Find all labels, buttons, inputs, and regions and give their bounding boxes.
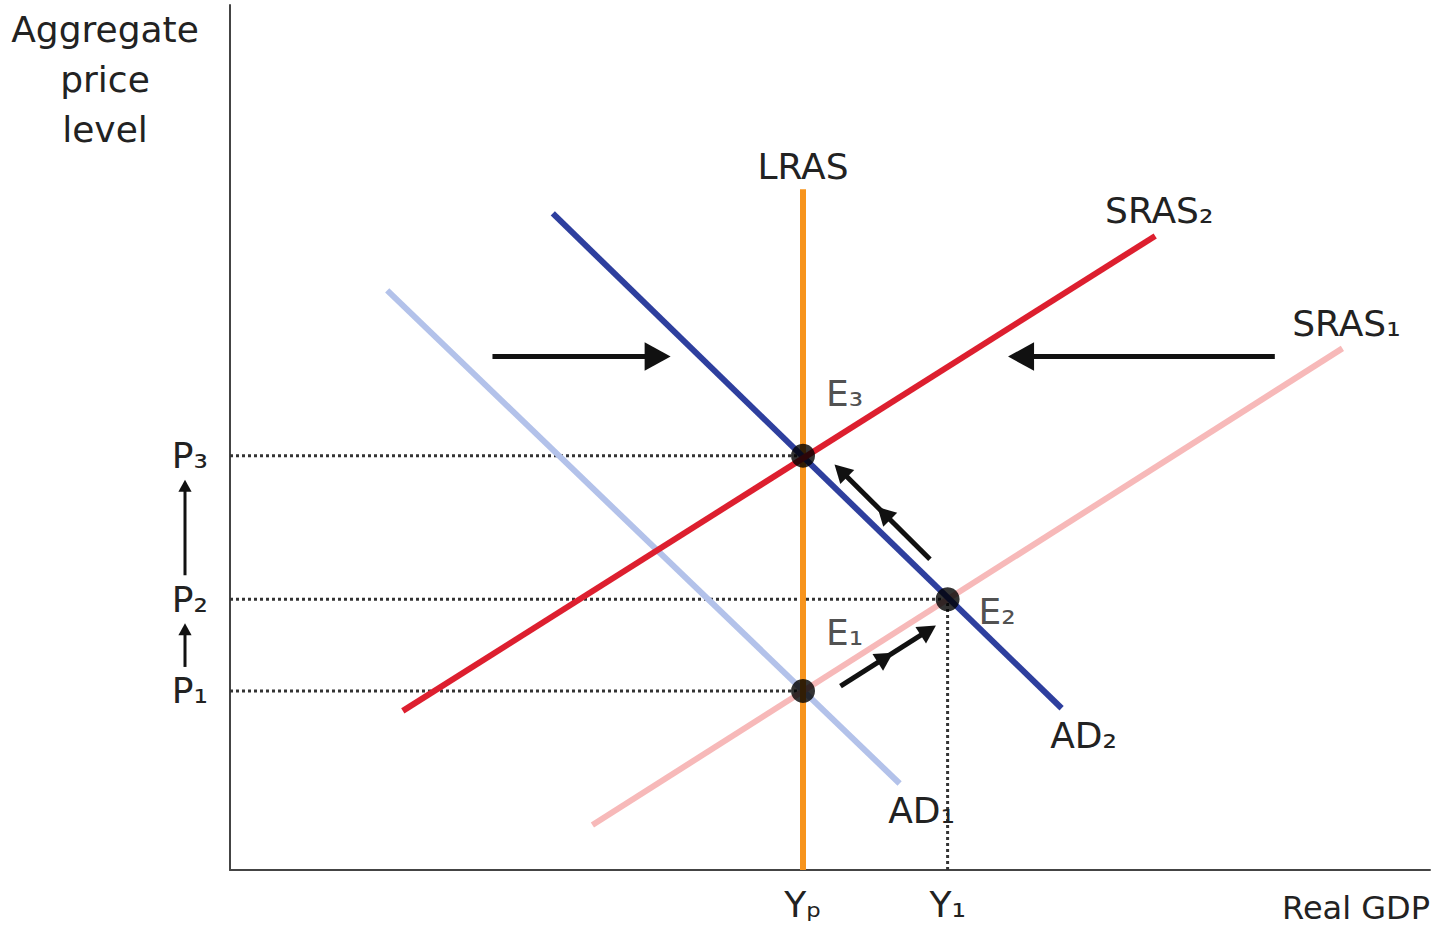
svg-text:P₁: P₁ (172, 670, 208, 711)
svg-text:AD₁: AD₁ (888, 790, 955, 831)
svg-text:SRAS₂: SRAS₂ (1105, 190, 1213, 231)
svg-text:Real GDP: Real GDP (1282, 889, 1430, 927)
svg-text:price: price (60, 59, 150, 100)
svg-text:E₂: E₂ (979, 591, 1016, 632)
svg-text:E₃: E₃ (826, 373, 863, 414)
svg-text:SRAS₁: SRAS₁ (1292, 303, 1400, 344)
svg-text:level: level (62, 109, 148, 150)
svg-text:Y₁: Y₁ (928, 884, 965, 925)
svg-text:Aggregate: Aggregate (11, 9, 199, 50)
svg-text:AD₂: AD₂ (1050, 715, 1117, 756)
svg-text:Yₚ: Yₚ (783, 884, 821, 925)
svg-text:LRAS: LRAS (757, 146, 848, 187)
svg-text:P₃: P₃ (172, 435, 208, 476)
svg-text:P₂: P₂ (172, 579, 208, 620)
svg-text:E₁: E₁ (826, 612, 863, 653)
